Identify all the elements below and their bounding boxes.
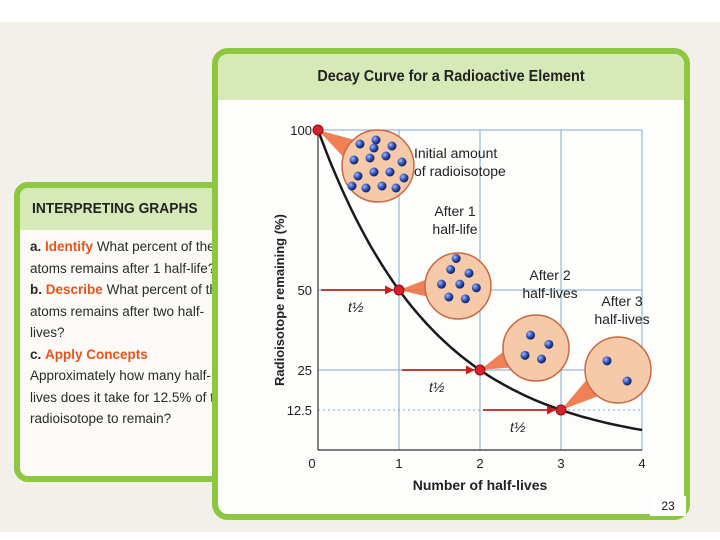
callout-label-line2: of radioisotope <box>414 163 506 179</box>
x-axis-label: Number of half-lives <box>413 477 548 493</box>
question-c-text: Approximately how many half-lives does i… <box>30 368 229 426</box>
atom-dot <box>537 354 546 364</box>
chart-panel: Decay Curve for a Radioactive Element <box>212 48 690 520</box>
atom-dot <box>460 294 470 304</box>
atom-dot <box>622 376 632 386</box>
atom-dot <box>451 254 461 263</box>
y-axis-label: Radioisotope remaining (%) <box>272 214 287 386</box>
data-point <box>312 124 324 136</box>
y-tick-label: 12.5 <box>287 403 312 418</box>
callout-label-line1: After 2 <box>529 267 570 283</box>
atom-dot <box>387 141 397 151</box>
interpreting-graphs-box: INTERPRETING GRAPHS a. Identify What per… <box>14 182 232 482</box>
half-life-label: t½ <box>429 379 445 395</box>
question-b-keyword: Describe <box>45 282 103 297</box>
callout-label-line2: half-lives <box>522 285 577 301</box>
y-tick-label: 100 <box>290 123 312 138</box>
chart-title: Decay Curve for a Radioactive Element <box>317 68 585 85</box>
page-number: 23 <box>650 496 686 516</box>
atom-dot <box>369 167 379 177</box>
atom-dot <box>365 153 375 163</box>
atom-dot <box>471 283 481 293</box>
atom-dot <box>520 350 530 360</box>
atom-dot <box>347 181 357 191</box>
interpreting-graphs-title: INTERPRETING GRAPHS <box>32 200 198 217</box>
atom-dot <box>381 151 391 161</box>
atom-dot <box>602 356 612 366</box>
data-point <box>474 364 486 376</box>
atom-dot <box>397 157 407 167</box>
half-life-label: t½ <box>510 419 526 435</box>
atom-dot <box>464 268 474 278</box>
atom-dot <box>446 265 456 274</box>
y-tick-label: 50 <box>298 283 312 298</box>
atom-dot <box>353 171 363 181</box>
question-a-label: a. <box>30 239 42 254</box>
x-tick-label: 3 <box>557 456 564 471</box>
callout-label-line2: half-life <box>432 221 477 237</box>
atom-dot <box>391 183 401 193</box>
x-tick-label: 2 <box>476 456 483 471</box>
question-c-label: c. <box>30 346 42 362</box>
question-b-label: b. <box>30 282 42 297</box>
atom-dot <box>349 155 359 165</box>
atom-dot <box>361 183 371 193</box>
x-tick-label: 0 <box>308 456 315 471</box>
y-tick-label: 25 <box>298 363 312 378</box>
questions-list: a. Identify What percent of the atoms re… <box>30 236 230 430</box>
atom-dot <box>369 143 379 153</box>
callout-label-line2: half-lives <box>594 311 649 327</box>
question-a-text: What percent of the atoms remains after … <box>30 239 216 276</box>
atom-dot <box>526 330 535 340</box>
callout-circle <box>502 314 570 382</box>
callout-label-line1: After 1 <box>434 203 475 219</box>
atom-dot <box>377 181 387 191</box>
question-c: c. Apply Concepts Approximately how many… <box>30 344 230 430</box>
atom-dot <box>399 173 409 183</box>
atom-dot <box>355 139 365 149</box>
interpreting-graphs-header: INTERPRETING GRAPHS <box>20 188 226 230</box>
chart-title-bar: Decay Curve for a Radioactive Element <box>218 54 684 100</box>
x-tick-label: 4 <box>638 456 645 471</box>
question-c-keyword: Apply Concepts <box>45 346 148 362</box>
callout-label-line1: Initial amount <box>414 145 497 161</box>
data-point <box>393 284 405 296</box>
question-a-keyword: Identify <box>45 239 94 254</box>
x-tick-label: 1 <box>395 456 402 471</box>
atom-dot <box>455 279 465 289</box>
atom-dot <box>371 135 381 145</box>
callout-circle <box>584 336 652 404</box>
half-life-label: t½ <box>348 299 364 315</box>
question-b: b. Describe What percent of the atoms re… <box>30 279 230 344</box>
atom-dot <box>385 167 395 177</box>
atom-dot <box>544 339 554 349</box>
data-point <box>555 404 567 416</box>
atom-dot <box>444 292 454 302</box>
atom-dot <box>437 279 446 289</box>
question-b-text: What percent of the atoms remains after … <box>30 282 225 340</box>
question-a: a. Identify What percent of the atoms re… <box>30 236 230 279</box>
callout-label-line1: After 3 <box>601 293 642 309</box>
